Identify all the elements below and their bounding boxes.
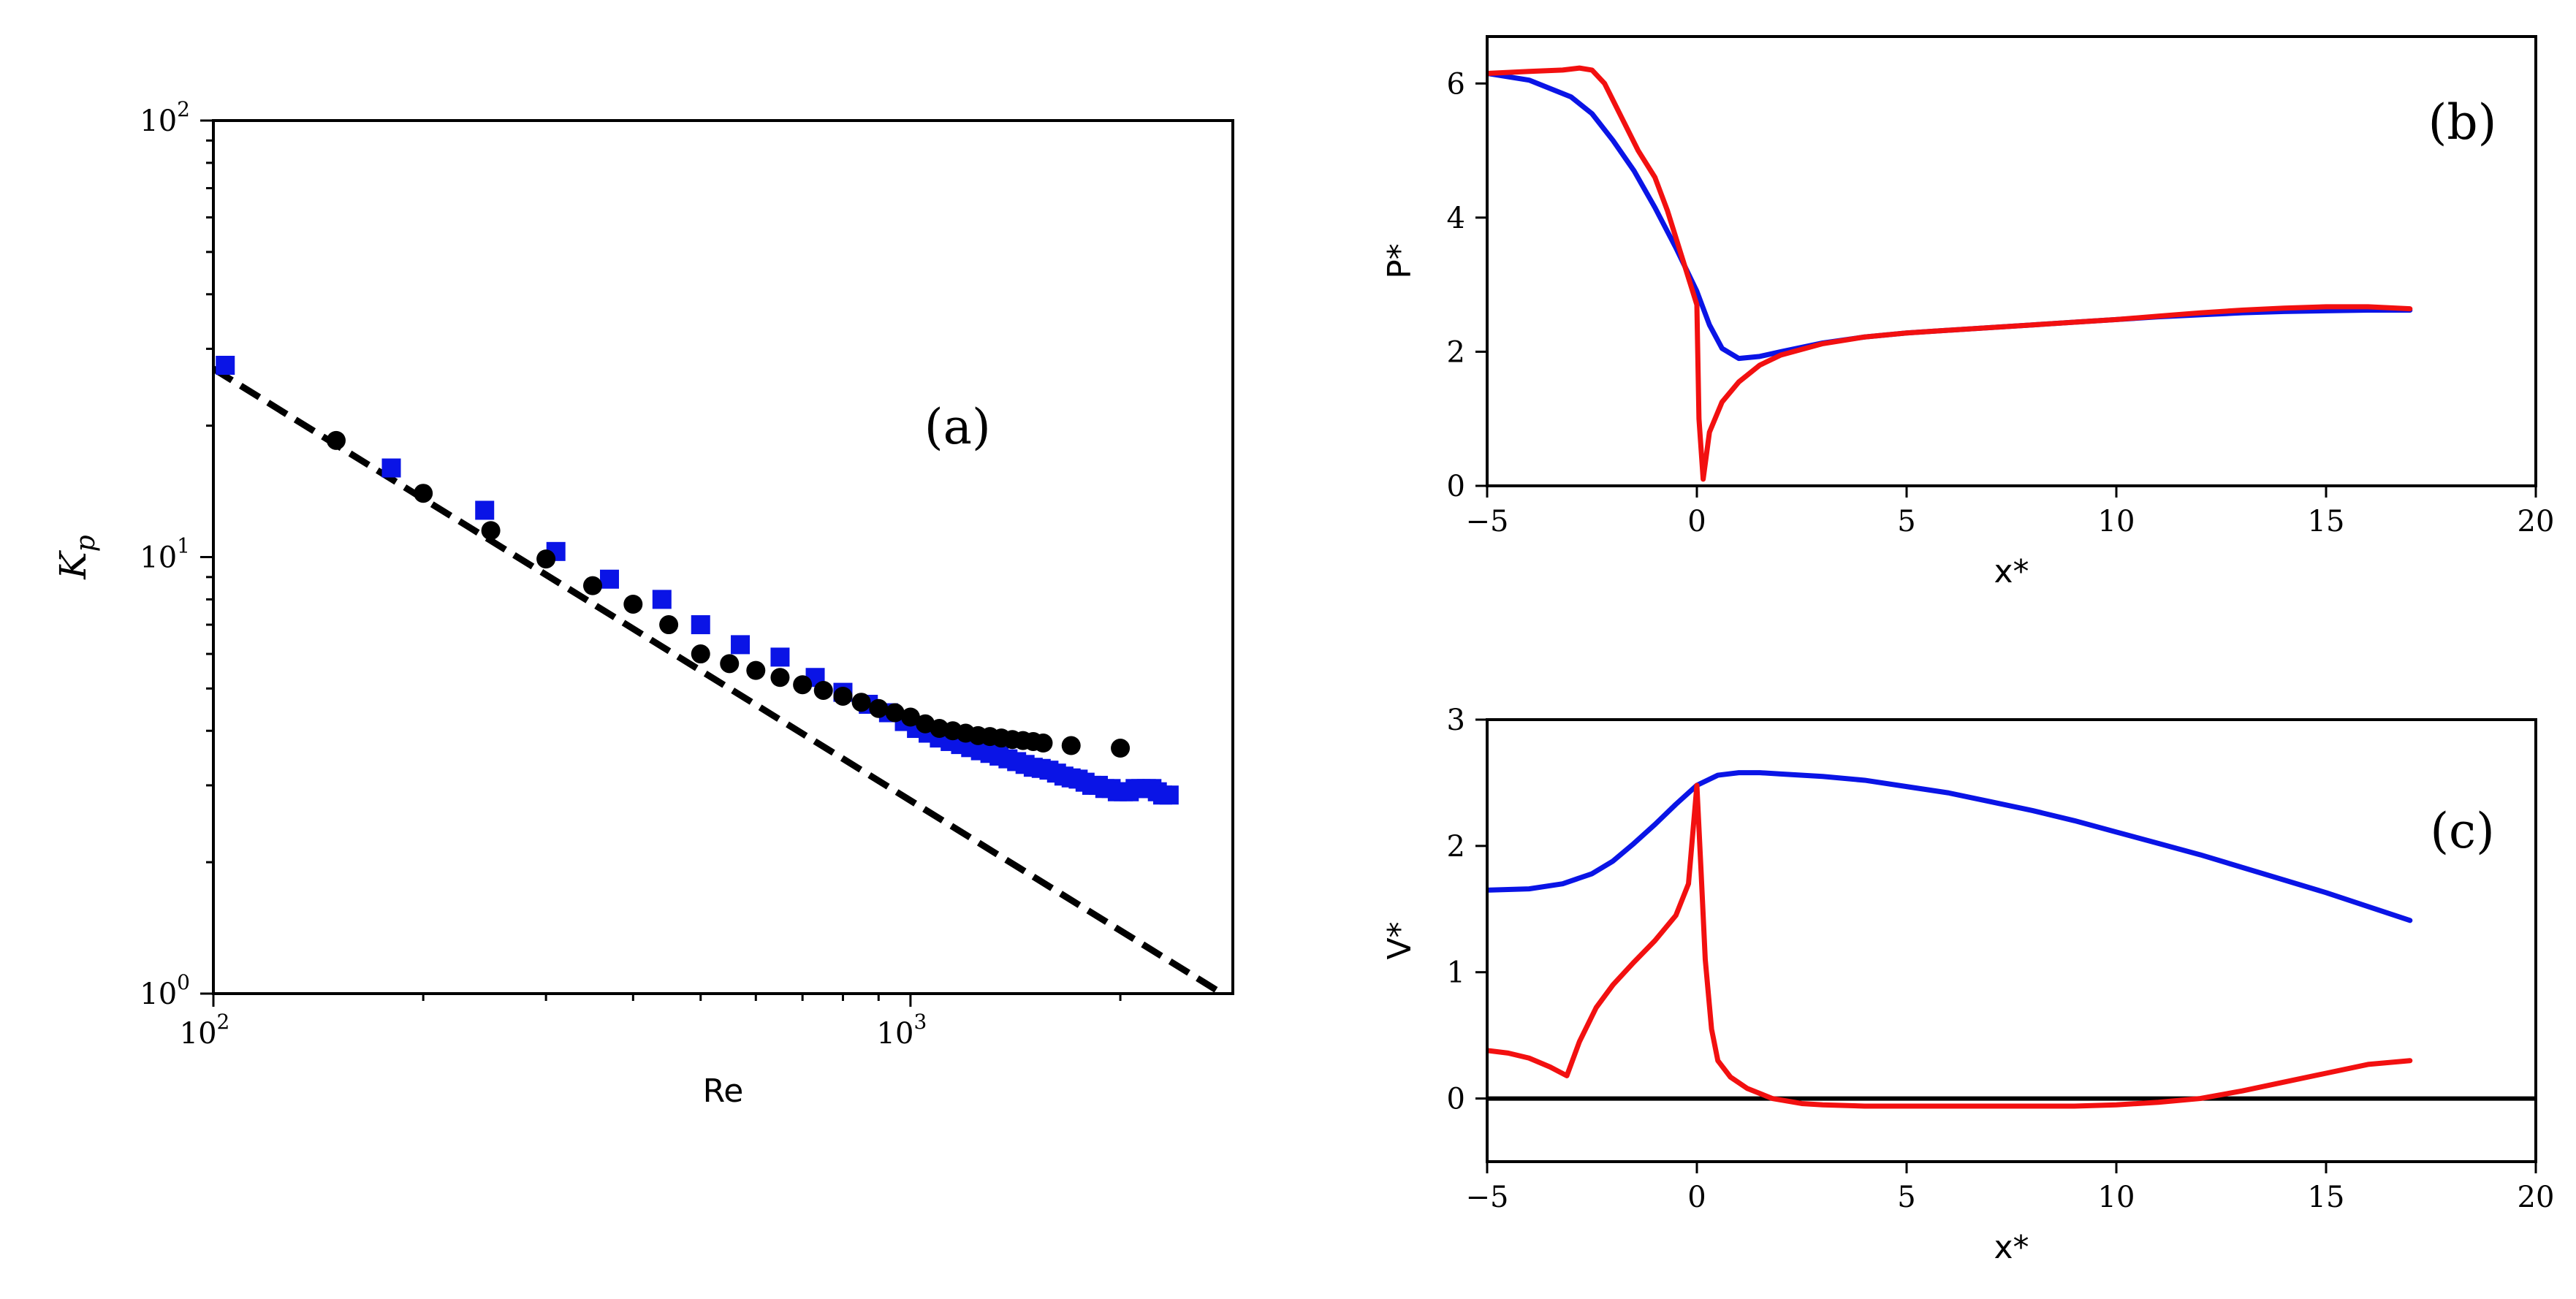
panel-label-c: (c) <box>2430 803 2494 859</box>
black-circle-marker <box>833 686 853 706</box>
black-circle-marker <box>1033 734 1053 753</box>
axes-frame-c <box>1486 718 2537 1163</box>
blue-square-marker <box>216 355 235 375</box>
y-tick-label: 0 <box>1447 470 1465 503</box>
series-dashed-fit <box>213 365 1224 994</box>
series-line-red <box>1487 65 2413 482</box>
black-circle-marker <box>746 660 766 680</box>
y-tick-label: 102 <box>140 97 190 138</box>
black-circle-marker <box>851 693 871 712</box>
black-circle-marker <box>885 703 905 723</box>
panel-label-a: (a) <box>924 399 991 455</box>
x-tick-label: 20 <box>2518 1181 2555 1214</box>
series-line-blue <box>1487 770 2413 923</box>
blue-square-marker <box>600 569 620 589</box>
x-tick-label: 0 <box>1687 1181 1706 1214</box>
x-axis-label: Re <box>703 1073 744 1110</box>
x-axis-label: x* <box>1994 1229 2029 1266</box>
black-circle-marker <box>414 484 433 503</box>
plot-area-b <box>1487 65 2413 482</box>
x-tick-label: 5 <box>1897 1181 1915 1214</box>
panel-c: −5 0 5 10 15 20 0 1 2 3 x* V* (c) <box>1381 704 2554 1266</box>
panel-label-b: (b) <box>2428 94 2497 151</box>
black-circle-marker <box>770 668 790 687</box>
x-tick-label: −5 <box>1466 1181 1509 1214</box>
black-circle-marker <box>659 615 679 635</box>
blue-square-marker <box>381 458 401 478</box>
black-circle-marker <box>623 594 643 614</box>
y-tick-label: 2 <box>1447 830 1465 864</box>
black-circle-marker <box>869 698 889 718</box>
x-tick-label: 10 <box>2098 1181 2135 1214</box>
black-circle-marker <box>1061 736 1081 755</box>
black-circle-marker <box>720 654 740 674</box>
axes-frame-a <box>212 119 1234 995</box>
y-tick-label: 0 <box>1447 1083 1465 1116</box>
x-tick-label: 5 <box>1897 505 1915 538</box>
y-axis-label: V* <box>1381 921 1418 959</box>
black-circle-marker <box>793 675 813 695</box>
x-tick-label: 15 <box>2308 1181 2345 1214</box>
black-circle-marker <box>326 430 346 450</box>
y-tick-label: 2 <box>1447 335 1465 369</box>
x-tick-label: −5 <box>1466 505 1509 538</box>
y-tick-label: 6 <box>1447 67 1465 101</box>
blue-square-marker <box>691 615 710 635</box>
series-line-red <box>1487 782 2413 1109</box>
x-tick-label: 102 <box>180 1010 230 1051</box>
blue-square-marker <box>652 590 672 609</box>
x-tick-label: 10 <box>2098 505 2135 538</box>
y-tick-label: 100 <box>140 970 190 1011</box>
black-circle-marker <box>1111 739 1131 758</box>
blue-square-marker <box>1159 785 1179 805</box>
y-axis-label: Kp <box>52 535 101 579</box>
y-tick-label: 3 <box>1447 704 1465 737</box>
black-circle-marker <box>813 680 833 700</box>
black-circle-marker <box>481 521 501 541</box>
x-tick-label: 15 <box>2308 505 2345 538</box>
y-axis-label: P* <box>1381 243 1418 279</box>
y-tick-label: 101 <box>140 534 190 575</box>
x-tick-label: 0 <box>1687 505 1706 538</box>
blue-square-marker <box>475 500 495 520</box>
blue-square-marker <box>770 647 790 667</box>
plot-area-a <box>213 355 1224 994</box>
black-circle-marker <box>691 644 710 664</box>
blue-square-marker <box>731 635 751 655</box>
black-circle-marker <box>900 707 920 727</box>
plot-area-c <box>1487 770 2536 1109</box>
black-circle-marker <box>536 549 556 569</box>
y-tick-label: 4 <box>1447 202 1465 235</box>
x-tick-label: 20 <box>2518 505 2555 538</box>
axes-frame-b <box>1486 35 2537 487</box>
black-circle-marker <box>582 576 602 595</box>
y-tick-label: 1 <box>1447 956 1465 990</box>
series-line-blue <box>1487 70 2413 362</box>
x-tick-label: 103 <box>877 1010 927 1051</box>
x-axis-label: x* <box>1994 553 2029 590</box>
panel-a: 102 103 100 101 102 Re Kp (a) <box>52 97 1234 1110</box>
